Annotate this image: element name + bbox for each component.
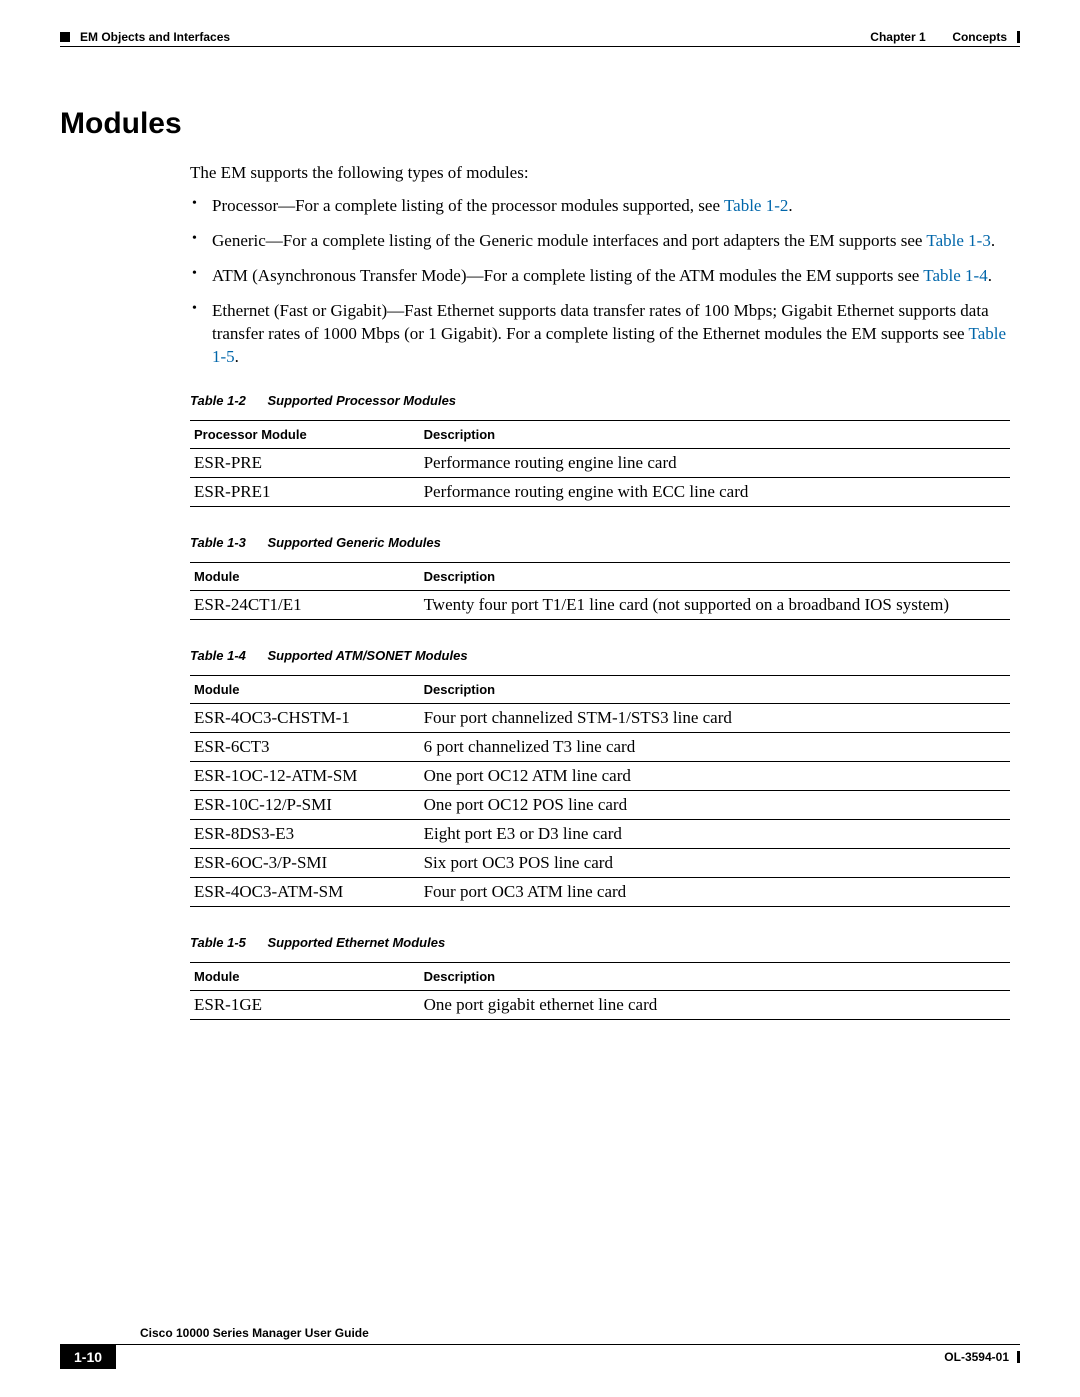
- table-number: Table 1-4: [190, 648, 246, 663]
- table-number: Table 1-5: [190, 935, 246, 950]
- desc-cell: Four port channelized STM-1/STS3 line ca…: [420, 703, 1010, 732]
- atm-sonet-modules-table: Module Description ESR-4OC3-CHSTM-1Four …: [190, 675, 1010, 907]
- desc-cell: Four port OC3 ATM line card: [420, 877, 1010, 906]
- bullet-suffix: .: [991, 231, 995, 250]
- page-footer: Cisco 10000 Series Manager User Guide 1-…: [60, 1324, 1020, 1369]
- col-header: Description: [420, 562, 1010, 590]
- header-rule: [60, 46, 1020, 47]
- bullet-suffix: .: [788, 196, 792, 215]
- table-row: ESR-4OC3-CHSTM-1Four port channelized ST…: [190, 703, 1010, 732]
- desc-cell: Twenty four port T1/E1 line card (not su…: [420, 590, 1010, 619]
- xref-link[interactable]: Table 1-3: [926, 231, 990, 250]
- bullet-list: Processor—For a complete listing of the …: [190, 195, 1010, 369]
- module-cell: ESR-1GE: [190, 990, 420, 1019]
- header-section-path: EM Objects and Interfaces: [80, 30, 230, 44]
- table-row: ESR-6CT36 port channelized T3 line card: [190, 732, 1010, 761]
- module-cell: ESR-1OC-12-ATM-SM: [190, 761, 420, 790]
- table-number: Table 1-3: [190, 535, 246, 550]
- table-title: Supported Processor Modules: [268, 393, 457, 408]
- module-cell: ESR-PRE: [190, 448, 420, 477]
- bullet-text: Generic—For a complete listing of the Ge…: [212, 231, 926, 250]
- table-title: Supported ATM/SONET Modules: [268, 648, 468, 663]
- module-cell: ESR-6OC-3/P-SMI: [190, 848, 420, 877]
- content-area: The EM supports the following types of m…: [190, 163, 1010, 1020]
- col-header: Module: [190, 675, 420, 703]
- table-title: Supported Generic Modules: [268, 535, 441, 550]
- section-title: Modules: [60, 107, 1020, 141]
- module-cell: ESR-PRE1: [190, 477, 420, 506]
- module-cell: ESR-4OC3-ATM-SM: [190, 877, 420, 906]
- module-cell: ESR-6CT3: [190, 732, 420, 761]
- bullet-suffix: .: [988, 266, 992, 285]
- footer-bar-icon: [1017, 1351, 1020, 1363]
- desc-cell: Eight port E3 or D3 line card: [420, 819, 1010, 848]
- desc-cell: Performance routing engine with ECC line…: [420, 477, 1010, 506]
- bullet-suffix: .: [235, 347, 239, 366]
- processor-modules-table: Processor Module Description ESR-PRE Per…: [190, 420, 1010, 507]
- table-row: ESR-6OC-3/P-SMISix port OC3 POS line car…: [190, 848, 1010, 877]
- header-chapter-title: Concepts: [952, 30, 1007, 44]
- page-number-badge: 1-10: [60, 1345, 116, 1369]
- desc-cell: One port OC12 POS line card: [420, 790, 1010, 819]
- list-item: Processor—For a complete listing of the …: [212, 195, 1010, 218]
- col-header: Module: [190, 562, 420, 590]
- table-row: ESR-4OC3-ATM-SMFour port OC3 ATM line ca…: [190, 877, 1010, 906]
- table-caption: Table 1-4 Supported ATM/SONET Modules: [190, 648, 1010, 663]
- module-cell: ESR-8DS3-E3: [190, 819, 420, 848]
- table-row: ESR-8DS3-E3Eight port E3 or D3 line card: [190, 819, 1010, 848]
- list-item: ATM (Asynchronous Transfer Mode)—For a c…: [212, 265, 1010, 288]
- table-row: ESR-PRE1 Performance routing engine with…: [190, 477, 1010, 506]
- desc-cell: Performance routing engine line card: [420, 448, 1010, 477]
- col-header: Description: [420, 962, 1010, 990]
- desc-cell: 6 port channelized T3 line card: [420, 732, 1010, 761]
- table-caption: Table 1-3 Supported Generic Modules: [190, 535, 1010, 550]
- table-row: ESR-1OC-12-ATM-SMOne port OC12 ATM line …: [190, 761, 1010, 790]
- col-header: Processor Module: [190, 420, 420, 448]
- table-title: Supported Ethernet Modules: [268, 935, 446, 950]
- header-bar-icon: [1017, 31, 1020, 43]
- bullet-text: ATM (Asynchronous Transfer Mode)—For a c…: [212, 266, 923, 285]
- page-header: EM Objects and Interfaces Chapter 1 Conc…: [60, 30, 1020, 46]
- table-row: ESR-10C-12/P-SMIOne port OC12 POS line c…: [190, 790, 1010, 819]
- ethernet-modules-table: Module Description ESR-1GE One port giga…: [190, 962, 1010, 1020]
- generic-modules-table: Module Description ESR-24CT1/E1 Twenty f…: [190, 562, 1010, 620]
- list-item: Generic—For a complete listing of the Ge…: [212, 230, 1010, 253]
- table-caption: Table 1-2 Supported Processor Modules: [190, 393, 1010, 408]
- module-cell: ESR-4OC3-CHSTM-1: [190, 703, 420, 732]
- col-header: Description: [420, 675, 1010, 703]
- footer-doc-id: OL-3594-01: [944, 1350, 1009, 1364]
- bullet-text: Ethernet (Fast or Gigabit)—Fast Ethernet…: [212, 301, 989, 343]
- table-number: Table 1-2: [190, 393, 246, 408]
- desc-cell: One port OC12 ATM line card: [420, 761, 1010, 790]
- table-row: ESR-PRE Performance routing engine line …: [190, 448, 1010, 477]
- desc-cell: Six port OC3 POS line card: [420, 848, 1010, 877]
- xref-link[interactable]: Table 1-4: [923, 266, 987, 285]
- module-cell: ESR-24CT1/E1: [190, 590, 420, 619]
- bullet-text: Processor—For a complete listing of the …: [212, 196, 724, 215]
- table-row: ESR-24CT1/E1 Twenty four port T1/E1 line…: [190, 590, 1010, 619]
- list-item: Ethernet (Fast or Gigabit)—Fast Ethernet…: [212, 300, 1010, 369]
- footer-book-title: Cisco 10000 Series Manager User Guide: [140, 1326, 369, 1340]
- module-cell: ESR-10C-12/P-SMI: [190, 790, 420, 819]
- col-header: Module: [190, 962, 420, 990]
- xref-link[interactable]: Table 1-2: [724, 196, 788, 215]
- table-row: ESR-1GE One port gigabit ethernet line c…: [190, 990, 1010, 1019]
- desc-cell: One port gigabit ethernet line card: [420, 990, 1010, 1019]
- section-intro: The EM supports the following types of m…: [190, 163, 1010, 183]
- table-caption: Table 1-5 Supported Ethernet Modules: [190, 935, 1010, 950]
- header-square-icon: [60, 32, 70, 42]
- col-header: Description: [420, 420, 1010, 448]
- header-chapter-label: Chapter 1: [870, 30, 925, 44]
